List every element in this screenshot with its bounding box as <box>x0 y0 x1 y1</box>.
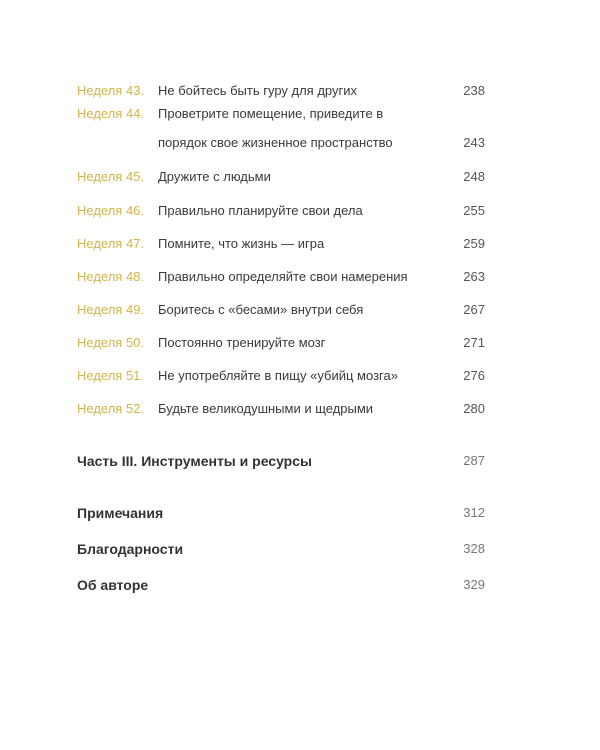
page-number: 271 <box>463 335 485 350</box>
section-title: Благодарности <box>77 541 184 557</box>
page-number: 267 <box>463 302 485 317</box>
page-number: 263 <box>463 269 485 284</box>
toc-entry-week-52[interactable]: Неделя 52. Будьте великодушными и щедрым… <box>77 400 485 418</box>
page-number: 255 <box>463 203 485 218</box>
entry-title: Правильно планируйте свои дела <box>158 203 363 218</box>
page-number: 248 <box>463 169 485 184</box>
week-label: Неделя 50. <box>77 335 145 350</box>
page-number: 280 <box>463 401 485 416</box>
entry-title: Постоянно тренируйте мозг <box>158 335 326 350</box>
entry-title: Правильно определяйте свои намерения <box>158 269 408 284</box>
toc-entry-week-48[interactable]: Неделя 48. Правильно определяйте свои на… <box>77 268 485 286</box>
page-number: 259 <box>463 236 485 251</box>
page-number: 238 <box>463 83 485 98</box>
entry-title: Проветрите помещение, приведите в порядо… <box>158 106 393 150</box>
toc-entry-week-49[interactable]: Неделя 49. Боритесь с «бесами» внутри се… <box>77 301 485 319</box>
week-label: Неделя 44. <box>77 106 145 121</box>
page-number: 287 <box>463 453 485 468</box>
week-label: Неделя 45. <box>77 169 145 184</box>
week-label: Неделя 49. <box>77 302 145 317</box>
toc-entry-week-47[interactable]: Неделя 47. Помните, что жизнь — игра 259 <box>77 235 485 253</box>
toc-entry-week-44[interactable]: Неделя 44. Проветрите помещение, приведи… <box>77 105 485 152</box>
toc-entry-week-46[interactable]: Неделя 46. Правильно планируйте свои дел… <box>77 202 485 220</box>
week-label: Неделя 52. <box>77 401 145 416</box>
toc-entry-week-50[interactable]: Неделя 50. Постоянно тренируйте мозг 271 <box>77 334 485 352</box>
section-title: Об авторе <box>77 577 149 593</box>
page-number: 329 <box>463 577 485 592</box>
entry-title: Помните, что жизнь — игра <box>158 236 325 251</box>
page-number: 312 <box>463 505 485 520</box>
toc-entry-week-51[interactable]: Неделя 51. Не употребляйте в пищу «убийц… <box>77 367 485 385</box>
toc-entry-about-author[interactable]: Об авторе 329 <box>77 576 485 594</box>
toc-entry-week-45[interactable]: Неделя 45. Дружите с людьми 248 <box>77 168 485 186</box>
page-number: 328 <box>463 541 485 556</box>
week-label: Неделя 51. <box>77 368 145 383</box>
page-number: 243 <box>463 135 485 150</box>
toc-entry-notes[interactable]: Примечания 312 <box>77 504 485 522</box>
section-title: Часть III. Инструменты и ресурсы <box>77 453 312 469</box>
page-number: 276 <box>463 368 485 383</box>
toc-entry-week-43[interactable]: Неделя 43. Не бойтесь быть гуру для друг… <box>77 82 485 100</box>
entry-title: Не употребляйте в пищу «убийц мозга» <box>158 368 398 383</box>
week-label: Неделя 47. <box>77 236 145 251</box>
entry-title: Боритесь с «бесами» внутри себя <box>158 302 364 317</box>
week-label: Неделя 48. <box>77 269 145 284</box>
week-label: Неделя 43. <box>77 83 145 98</box>
toc-entry-acknowledgements[interactable]: Благодарности 328 <box>77 540 485 558</box>
entry-title: Не бойтесь быть гуру для других <box>158 83 358 98</box>
week-label: Неделя 46. <box>77 203 145 218</box>
toc-entry-part-3[interactable]: Часть III. Инструменты и ресурсы 287 <box>77 452 485 470</box>
entry-title: Будьте великодушными и щедрыми <box>158 401 374 416</box>
entry-title: Дружите с людьми <box>158 169 271 184</box>
section-title: Примечания <box>77 505 164 521</box>
